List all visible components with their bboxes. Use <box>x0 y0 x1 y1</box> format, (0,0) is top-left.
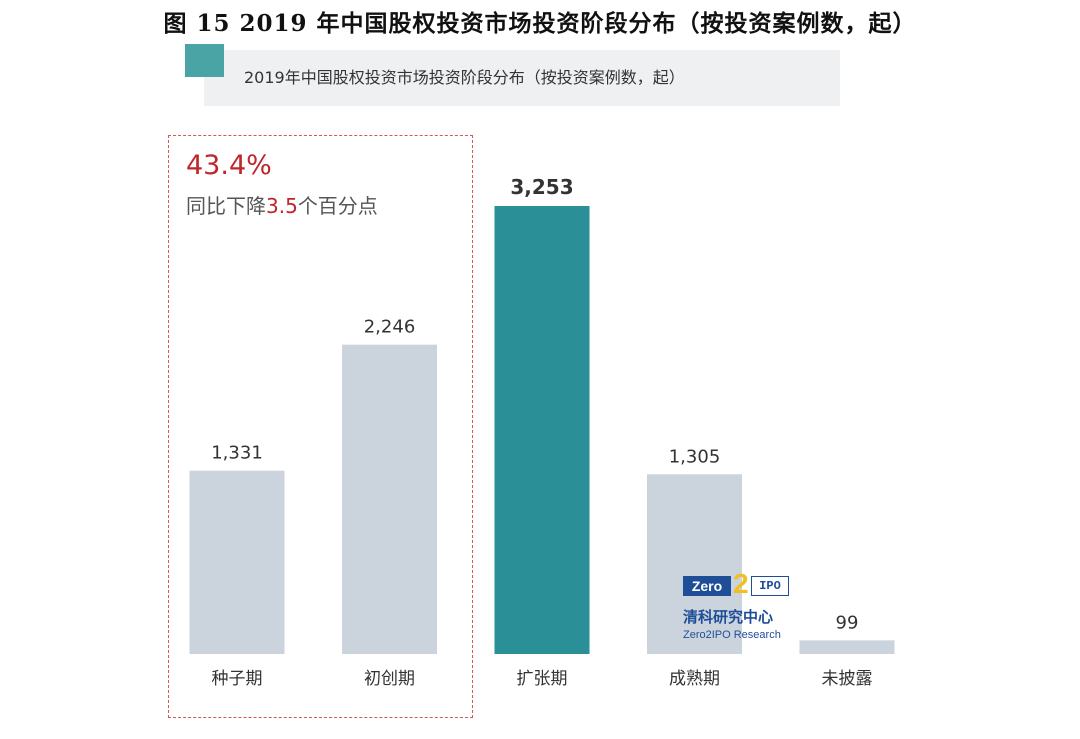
highlight-prefix: 同比下降 <box>186 194 266 218</box>
category-label-1: 初创期 <box>364 669 415 689</box>
value-label-2: 3,253 <box>510 175 573 199</box>
bar-0 <box>189 470 285 654</box>
value-label-0: 1,331 <box>211 443 263 464</box>
figure-caption: 图 15 2019 年中国股权投资市场投资阶段分布（按投资案例数，起） <box>163 10 917 37</box>
highlight-change-value: 3.5 <box>266 194 298 218</box>
chart-title-banner <box>204 50 840 106</box>
highlight-percent: 43.4% <box>186 150 272 181</box>
bar-2 <box>494 206 590 654</box>
logo-zero-text: Zero <box>683 576 731 596</box>
highlight-suffix: 个百分点 <box>297 194 378 218</box>
logo-ipo-text: IPO <box>751 576 789 596</box>
bar-3 <box>647 474 742 654</box>
category-label-3: 成熟期 <box>669 668 720 689</box>
chart-title: 2019年中国股权投资市场投资阶段分布（按投资案例数，起） <box>244 68 685 87</box>
logo-english-name: Zero2IPO Research <box>683 629 781 641</box>
value-label-3: 1,305 <box>669 446 721 467</box>
value-label-4: 99 <box>836 612 859 633</box>
logo-mark: Zero 2 IPO <box>683 570 793 600</box>
logo-chinese-name: 清科研究中心 <box>683 608 774 626</box>
title-accent-square <box>185 44 224 77</box>
zero2ipo-logo: Zero 2 IPO 清科研究中心 Zero2IPO Research <box>683 570 793 641</box>
seed-startup-highlight-box <box>168 135 473 718</box>
highlight-change-text: 同比下降3.5个百分点 <box>186 190 378 219</box>
bar-1 <box>342 344 437 654</box>
category-label-4: 未披露 <box>822 669 873 689</box>
category-label-2: 扩张期 <box>517 669 568 689</box>
bar-4 <box>799 640 895 654</box>
category-label-0: 种子期 <box>212 669 263 689</box>
value-label-1: 2,246 <box>364 317 416 338</box>
logo-two-text: 2 <box>733 568 749 599</box>
